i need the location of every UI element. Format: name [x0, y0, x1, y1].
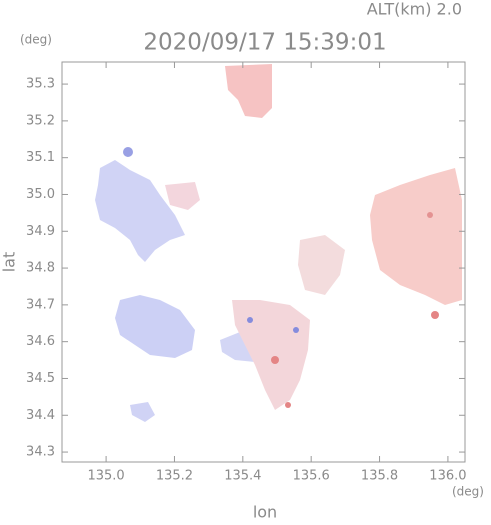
chart-title: 2020/09/17 15:39:01	[143, 30, 386, 56]
x-tick-label: 135.2	[156, 469, 193, 484]
y-tick-label: 35.0	[26, 187, 55, 202]
y-tick-label: 34.8	[26, 261, 55, 276]
y-tick-label: 35.1	[26, 150, 55, 165]
y-tick-label: 35.3	[26, 77, 55, 92]
y-tick-label: 34.9	[26, 224, 55, 239]
y-unit: (deg)	[20, 33, 52, 47]
x-tick-label: 135.6	[293, 469, 330, 484]
x-tick-label: 135.4	[224, 469, 261, 484]
x-tick-label: 136.0	[429, 469, 466, 484]
x-axis-label: lon	[253, 503, 277, 522]
y-tick-label: 34.3	[26, 445, 55, 460]
altitude-label: ALT(km) 2.0	[367, 0, 462, 19]
x-tick-label: 135.0	[87, 469, 124, 484]
y-tick-label: 34.5	[26, 371, 55, 386]
echo-layer	[95, 64, 462, 422]
y-tick-label: 35.2	[26, 113, 55, 128]
y-tick-label: 34.4	[26, 408, 55, 423]
y-axis-label: lat	[0, 252, 19, 273]
plot-frame	[61, 61, 466, 463]
y-tick-label: 34.7	[26, 297, 55, 312]
x-unit: (deg)	[452, 485, 484, 499]
x-tick-label: 135.8	[361, 469, 398, 484]
y-tick-label: 34.6	[26, 334, 55, 349]
